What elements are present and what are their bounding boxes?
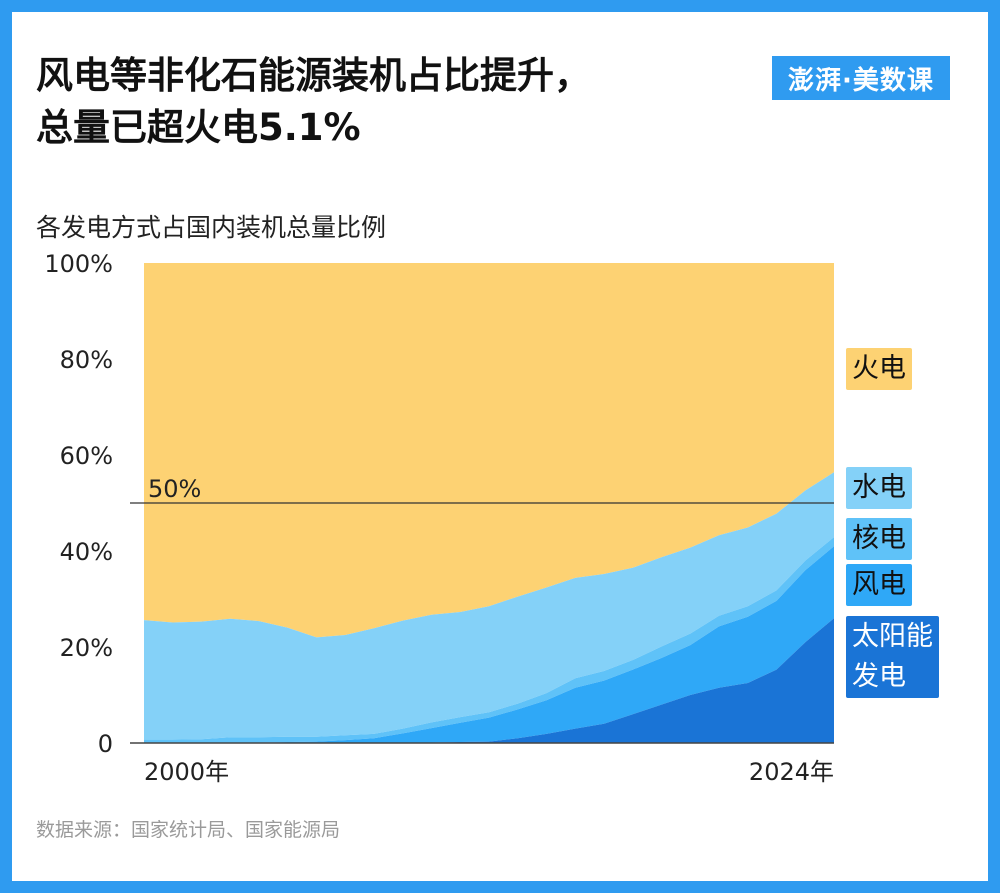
brand-logo: 澎湃·美数课 [772,56,950,100]
hydro-label: 水电 [846,467,912,509]
thermal-area [144,263,834,638]
chart-subtitle: 各发电方式占国内装机总量比例 [36,213,387,242]
solar-area [144,618,834,743]
data-source: 数据来源：国家统计局、国家能源局 [36,819,341,841]
y-tick-label: 60% [60,442,113,470]
thermal-label: 火电 [846,348,912,390]
x-axis-ticks: 2000年 2024年 [144,758,834,786]
logo-text: 澎湃·美数课 [788,65,934,96]
y-tick-label: 40% [60,538,113,566]
y-axis-ticks: 0 20% 40% 60% 80% 100% [44,250,113,758]
reference-line-label: 50% [148,475,201,503]
area-layer [144,263,834,743]
title-line-2: 总量已超火电5.1% [36,106,361,149]
wind-area [144,546,834,743]
nuclear-area [144,537,834,743]
title-line-1: 风电等非化石能源装机占比提升， [36,54,591,97]
hydro-area [144,472,834,740]
y-tick-label: 100% [44,250,113,278]
wind-label: 风电 [846,564,912,606]
x-tick-label-end: 2024年 [749,758,834,786]
y-tick-label: 80% [60,346,113,374]
y-tick-label: 0 [98,730,113,758]
y-tick-label: 20% [60,634,113,662]
solar-label: 太阳能 发电 [846,616,939,698]
nuclear-label: 核电 [846,518,912,560]
chart-title: 风电等非化石能源装机占比提升， 总量已超火电5.1% [36,50,591,154]
x-tick-label-start: 2000年 [144,758,229,786]
